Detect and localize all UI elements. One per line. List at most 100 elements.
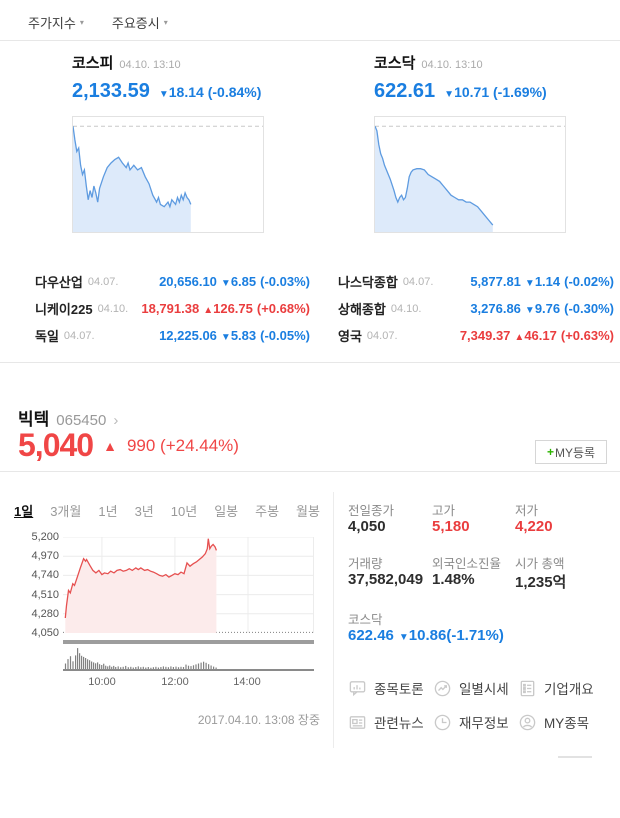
down-arrow-icon: ▼ — [524, 278, 535, 289]
x-axis-label: 14:00 — [233, 676, 261, 688]
kosdaq-mini-chart — [374, 116, 566, 233]
kosdaq-mini-chart-svg — [374, 125, 565, 232]
kosdaq-header[interactable]: 코스닥 04.10. 13:10 — [374, 52, 568, 73]
range-tab-1day[interactable]: 1일 — [14, 504, 34, 519]
menu-item-my-stocks[interactable]: MY종목 — [518, 712, 589, 732]
range-tab-3year[interactable]: 3년 — [134, 504, 154, 519]
stat-value-volume: 37,582,049 — [348, 571, 424, 588]
kosdaq-change-pct: (-1.69%) — [493, 84, 547, 100]
newspaper-icon — [349, 715, 366, 729]
tab-stock-index[interactable]: 주가지수 ▾ — [28, 13, 84, 32]
change-value: 1.14 — [534, 274, 561, 289]
y-axis-label: 4,970 — [31, 550, 59, 562]
value: 3,276.86 — [470, 301, 521, 316]
chart-bubble-icon — [349, 680, 366, 696]
world-index-row-nasdaq[interactable]: 나스닥종합 04.07. 5,877.81 ▼1.14 (-0.02%) — [338, 268, 614, 295]
value: 5,877.81 — [470, 274, 521, 289]
stat-value-prev-close: 4,050 — [348, 518, 386, 535]
up-arrow-icon: ▲ — [203, 305, 214, 316]
range-tab-3month[interactable]: 3개월 — [50, 504, 82, 519]
x-axis-label: 10:00 — [88, 676, 116, 688]
stock-code: 065450 — [56, 412, 107, 429]
world-index-row-germany[interactable]: 독일 04.07. 12,225.06 ▼5.83 (-0.05%) — [35, 322, 310, 349]
range-tab-10year[interactable]: 10년 — [170, 504, 198, 519]
world-index-date: 04.10. — [97, 302, 129, 315]
kospi-change-pct: (-0.84%) — [207, 84, 262, 100]
change-value: 6.85 — [230, 274, 257, 289]
kospi-value-row: 2,133.59 ▼18.14 (-0.84%) — [72, 80, 266, 103]
my-register-button[interactable]: + MY등록 — [535, 440, 607, 464]
world-index-name: 영국 — [338, 329, 362, 344]
stat-label-market-cap: 시가 총액 — [515, 557, 565, 571]
menu-label: 재무정보 — [459, 716, 509, 731]
world-index-value: 20,656.10 ▼6.85 (-0.03%) — [159, 274, 310, 289]
clock-icon — [434, 714, 451, 730]
menu-item-company-overview[interactable]: 기업개요 — [518, 678, 594, 698]
kosdaq-value-row: 622.61 ▼10.71 (-1.69%) — [374, 80, 568, 103]
change-pct: (-0.03%) — [260, 274, 310, 289]
range-tab-weekly[interactable]: 주봉 — [255, 504, 280, 519]
kosdaq-ref-value[interactable]: 622.46 ▼10.86(-1.71%) — [348, 627, 504, 644]
stat-value-low: 4,220 — [515, 518, 553, 535]
stock-change: 990 (+24.44%) — [127, 436, 239, 456]
range-tab-daily[interactable]: 일봉 — [214, 504, 239, 519]
stock-info-panel: 전일종가 고가 저가 4,050 5,180 4,220 거래량 외국인소진율 … — [348, 496, 608, 746]
kospi-mini-chart — [72, 116, 264, 233]
up-arrow-icon: ▲ — [103, 437, 117, 454]
world-index-row-shanghai[interactable]: 상해종합 04.10. 3,276.86 ▼9.76 (-0.30%) — [338, 295, 614, 322]
up-arrow-icon: ▲ — [514, 332, 525, 343]
change-pct: (+0.63%) — [560, 328, 614, 343]
chevron-right-icon: › — [113, 412, 119, 429]
range-tab-monthly[interactable]: 월봉 — [296, 504, 320, 519]
down-arrow-icon: ▼ — [220, 332, 231, 343]
stat-value-foreign-ratio: 1.48% — [432, 571, 475, 588]
world-index-row-nikkei[interactable]: 니케이225 04.10. 18,791.38 ▲126.75 (+0.68%) — [35, 295, 310, 322]
stock-divider — [0, 471, 620, 472]
chart-scrollbar[interactable] — [63, 640, 314, 644]
kospi-change: ▼18.14 (-0.84%) — [159, 84, 262, 100]
change-pct: (+0.68%) — [256, 301, 310, 316]
stat-value-high: 5,180 — [432, 518, 470, 535]
stock-title-link[interactable]: 빅텍 065450 › — [18, 405, 118, 430]
y-axis-label: 4,280 — [31, 608, 59, 620]
world-index-name: 나스닥종합 — [338, 275, 398, 290]
menu-item-financial-info[interactable]: 재무정보 — [433, 712, 509, 732]
document-list-icon — [520, 680, 535, 696]
change: ▼9.76 — [525, 301, 560, 316]
menu-item-discussion[interactable]: 종목토론 — [348, 678, 424, 698]
plus-icon: + — [546, 445, 554, 459]
change-pct: (-1.71%) — [446, 627, 504, 644]
stock-name: 빅텍 — [18, 410, 50, 429]
change-pct: (-0.05%) — [260, 328, 310, 343]
range-tab-1year[interactable]: 1년 — [98, 504, 118, 519]
menu-item-daily-quotes[interactable]: 일별시세 — [433, 678, 509, 698]
x-axis-label: 12:00 — [161, 676, 189, 688]
world-index-value: 3,276.86 ▼9.76 (-0.30%) — [470, 301, 614, 316]
world-index-value: 18,791.38 ▲126.75 (+0.68%) — [141, 301, 310, 316]
world-index-date: 04.07. — [366, 329, 398, 342]
down-arrow-icon: ▼ — [220, 278, 231, 289]
tab-major-markets[interactable]: 주요증시 ▾ — [112, 13, 168, 32]
change: ▼5.83 — [221, 328, 256, 343]
change: ▼1.14 — [525, 274, 560, 289]
value: 7,349.37 — [459, 328, 511, 343]
kospi-header[interactable]: 코스피 04.10. 13:10 — [72, 52, 266, 73]
world-index-row-uk[interactable]: 영국 04.07. 7,349.37 ▲46.17 (+0.63%) — [338, 322, 614, 349]
kospi-change-value: 18.14 — [168, 84, 204, 100]
kospi-mini-chart-svg — [72, 125, 263, 232]
change-value: 9.76 — [534, 301, 561, 316]
world-index-name: 다우산업 — [35, 275, 83, 290]
stock-change-pct: (+24.44%) — [160, 435, 239, 455]
stat-value-market-cap: 1,235억 — [515, 574, 567, 591]
tab-major-markets-label: 주요증시 — [111, 16, 160, 31]
menu-item-related-news[interactable]: 관련뉴스 — [348, 712, 424, 732]
y-axis-label: 4,740 — [31, 569, 59, 581]
world-index-name: 니케이225 — [35, 302, 93, 317]
stock-volume-chart — [64, 648, 217, 669]
down-arrow-icon: ▼ — [158, 89, 169, 100]
down-arrow-icon: ▼ — [398, 632, 409, 643]
scroll-indicator — [558, 756, 592, 758]
world-index-row-dow[interactable]: 다우산업 04.07. 20,656.10 ▼6.85 (-0.03%) — [35, 268, 310, 295]
stat-label-prev-close: 전일종가 — [348, 504, 395, 518]
stock-price-chart — [63, 537, 314, 633]
